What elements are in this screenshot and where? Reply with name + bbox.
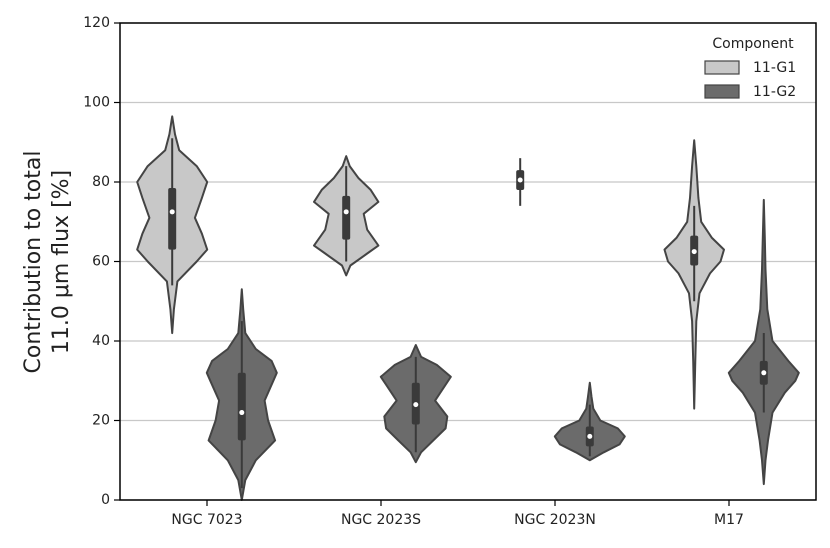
y-axis-label: Contribution to total <box>21 151 46 374</box>
y-tick-label: 20 <box>92 413 110 429</box>
y-tick-label: 40 <box>92 333 110 349</box>
plot-frame <box>119 22 817 501</box>
median <box>413 402 419 408</box>
x-tick-label: NGC 7023 <box>171 512 242 528</box>
iqr-box <box>342 195 351 240</box>
median <box>517 177 523 183</box>
y-axis-label: 11.0 μm flux [%] <box>49 170 74 354</box>
iqr-box <box>168 187 177 250</box>
y-tick-label: 100 <box>83 95 110 111</box>
median <box>691 249 697 255</box>
y-tick-label: 120 <box>83 15 110 31</box>
x-tick-label: M17 <box>714 512 744 528</box>
legend-swatch <box>704 84 740 99</box>
legend-title: Component <box>712 36 794 52</box>
median <box>587 433 593 439</box>
y-tick-label: 80 <box>92 174 110 190</box>
y-tick-label: 0 <box>101 492 110 508</box>
median <box>239 410 245 416</box>
median <box>761 370 767 376</box>
y-tick-label: 60 <box>92 254 110 270</box>
median <box>343 209 349 215</box>
legend-label: 11-G2 <box>753 84 796 100</box>
iqr-box <box>237 372 246 441</box>
legend-label: 11-G1 <box>753 60 796 76</box>
median <box>169 209 175 215</box>
legend-swatch <box>704 60 740 75</box>
x-tick-label: NGC 2023N <box>514 512 596 528</box>
x-tick-label: NGC 2023S <box>341 512 421 528</box>
